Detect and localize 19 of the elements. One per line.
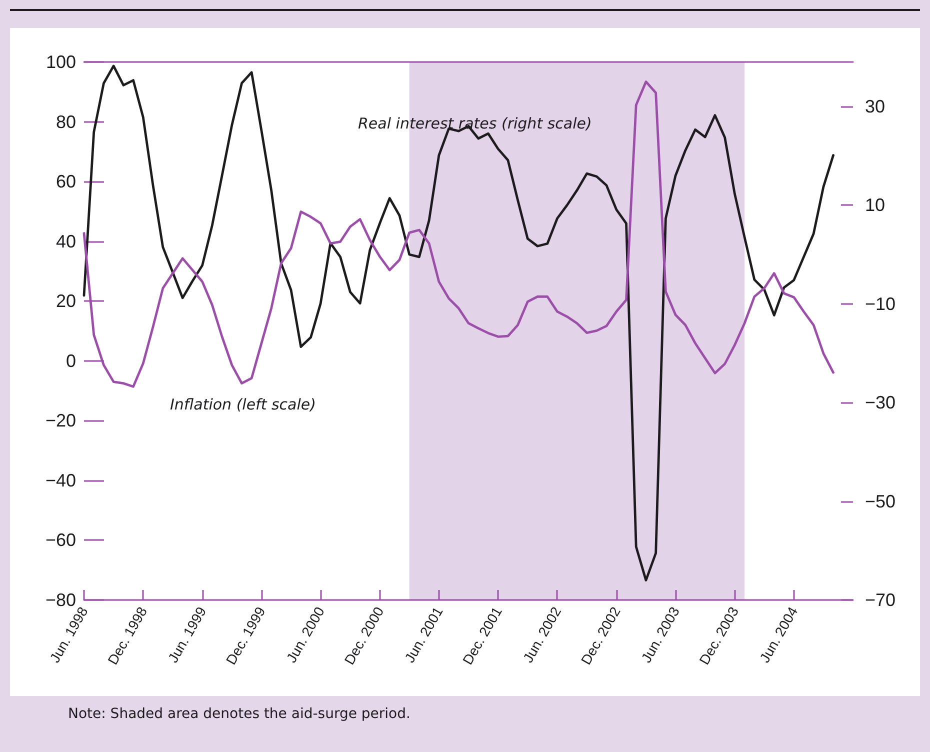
y-tick-label: −60 bbox=[45, 530, 76, 550]
y-tick-label: 80 bbox=[56, 112, 76, 132]
y-tick-label: 100 bbox=[46, 52, 76, 72]
y-tick-label: −40 bbox=[45, 470, 76, 490]
y2-tick-label: 30 bbox=[865, 96, 886, 116]
series-label: Inflation (left scale) bbox=[170, 396, 316, 414]
y-tick-label: −80 bbox=[45, 590, 76, 610]
y-tick-label: 20 bbox=[56, 291, 76, 312]
y2-tick-label: −50 bbox=[865, 491, 896, 512]
y2-tick-label: −30 bbox=[865, 392, 896, 413]
y2-tick-label: −10 bbox=[865, 294, 896, 314]
series-label: Real interest rates (right scale) bbox=[358, 114, 592, 132]
y2-tick-label: −70 bbox=[865, 590, 896, 610]
y-tick-label: 0 bbox=[66, 350, 76, 371]
text: Note: Shaded area denotes the aid-surge period. bbox=[68, 706, 410, 722]
y-tick-label: 60 bbox=[56, 172, 76, 192]
y-tick-label: 40 bbox=[56, 231, 76, 252]
y2-tick-label: 10 bbox=[865, 195, 886, 216]
y-tick-label: −20 bbox=[45, 410, 76, 431]
